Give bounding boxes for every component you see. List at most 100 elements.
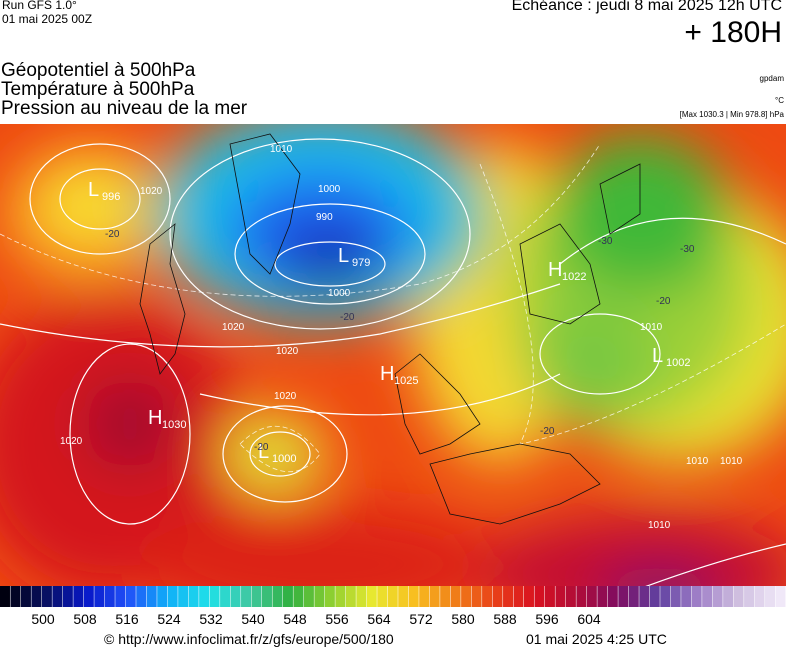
colorbar-swatch <box>314 586 325 607</box>
colorbar-swatch <box>565 586 576 607</box>
field: Géopotentiel à 500hPa <box>1 60 196 81</box>
colorbar-swatch <box>660 586 671 607</box>
colorbar-swatch <box>199 586 210 607</box>
colorbar-label: 524 <box>157 611 181 627</box>
colorbar-swatch <box>10 586 21 607</box>
colorbar-swatch <box>649 586 660 607</box>
colorbar-label: 580 <box>451 611 475 627</box>
colorbar-swatch <box>712 586 723 607</box>
colorbar-swatch <box>188 586 199 607</box>
contour-label: -30 <box>680 244 695 255</box>
contour-label: 1020 <box>140 186 163 197</box>
colorbar-swatch <box>775 586 786 607</box>
contour-label: 1020 <box>274 391 297 402</box>
colorbar-swatch <box>586 586 597 607</box>
contour-label: -20 <box>540 426 555 437</box>
colorbar-label: 532 <box>199 611 223 627</box>
center-kind: L <box>88 179 99 201</box>
colorbar-swatch <box>356 586 367 607</box>
unit: °C <box>775 96 784 105</box>
colorbar-swatch <box>482 586 493 607</box>
colorbar-swatch <box>251 586 262 607</box>
colorbar-swatch <box>230 586 241 607</box>
colorbar-swatch <box>52 586 63 607</box>
colorbar-swatch <box>419 586 430 607</box>
contour-label: 1010 <box>720 456 743 467</box>
center-kind: L <box>258 441 269 463</box>
run-date: 01 mai 2025 00Z <box>2 12 93 26</box>
colorbar-label: 516 <box>115 611 139 627</box>
colorbar-swatch <box>450 586 461 607</box>
colorbar-swatch <box>73 586 84 607</box>
colorbar-label: 596 <box>535 611 559 627</box>
center-kind: H <box>380 363 394 385</box>
colorbar-swatch <box>628 586 639 607</box>
center-kind: H <box>148 407 162 429</box>
field: Température à 500hPa <box>1 79 195 100</box>
colorbar-swatch <box>282 586 293 607</box>
colorbar-label: 604 <box>577 611 601 627</box>
colorbar-swatch <box>744 586 755 607</box>
contour-label: 1010 <box>640 322 663 333</box>
center-kind: L <box>338 245 349 267</box>
run: Run GFS 1.0° <box>2 0 77 12</box>
colorbar-swatch <box>429 586 440 607</box>
colorbar-swatch <box>324 586 335 607</box>
colorbar-swatch <box>607 586 618 607</box>
contour-label: -20 <box>105 229 120 240</box>
colorbar-label: 508 <box>73 611 97 627</box>
lead-time: + 180H <box>684 16 782 49</box>
colorbar-swatch <box>618 586 629 607</box>
colorbar-swatch <box>440 586 451 607</box>
center-kind: H <box>548 259 562 281</box>
colorbar-swatch <box>503 586 514 607</box>
colorbar-swatch <box>293 586 304 607</box>
center-value: 1022 <box>562 271 586 283</box>
colorbar-swatch <box>681 586 692 607</box>
colorbar: 500 508 516 524 532 540 548 556 564 572 580 588 596 6… <box>0 586 786 627</box>
colorbar-swatch <box>471 586 482 607</box>
colorbar-label: 588 <box>493 611 517 627</box>
colorbar-swatch <box>576 586 587 607</box>
colorbar-swatch <box>157 586 168 607</box>
contour-label: -20 <box>254 442 269 453</box>
colorbar-swatch <box>272 586 283 607</box>
unit: [Max 1030.3 | Min 978.8] hPa <box>679 110 784 119</box>
isobars <box>0 138 786 586</box>
colorbar-swatch <box>524 586 534 607</box>
colorbar-swatch <box>377 586 388 607</box>
colorbar-swatch <box>398 586 409 607</box>
colorbar-label: 564 <box>367 611 391 627</box>
colorbar-swatch <box>62 586 73 607</box>
unit: gpdam <box>759 74 784 83</box>
colorbar-swatch <box>335 586 346 607</box>
colorbar-swatch <box>387 586 398 607</box>
contour-label: 1020 <box>276 346 299 357</box>
colorbar-swatch <box>534 586 545 607</box>
center-value: 1025 <box>394 375 418 387</box>
contour-label: 1020 <box>222 322 245 333</box>
valid-time: Echéance : jeudi 8 mai 2025 12h UTC <box>511 0 782 14</box>
colorbar-swatch <box>702 586 713 607</box>
colorbar-swatch <box>220 586 231 607</box>
colorbar-swatch <box>20 586 31 607</box>
colorbar-swatch <box>31 586 42 607</box>
contour-label: 1010 <box>648 520 671 531</box>
colorbar-swatch <box>83 586 94 607</box>
colorbar-label: 572 <box>409 611 433 627</box>
colorbar-swatch <box>492 586 503 607</box>
colorbar-swatch <box>639 586 650 607</box>
center-value: 1002 <box>666 357 690 369</box>
colorbar-label: 500 <box>31 611 55 627</box>
field: Pression au niveau de la mer <box>1 98 248 119</box>
colorbar-swatch <box>303 586 314 607</box>
contour-label: 1000 <box>328 288 351 299</box>
colorbar-swatch <box>241 586 252 607</box>
colorbar-swatch <box>104 586 115 607</box>
colorbar-swatch <box>0 586 10 607</box>
center-kind: L <box>652 345 663 367</box>
colorbar-swatch <box>408 586 419 607</box>
source: © http://www.infoclimat.fr/z/gfs/europe/… <box>104 631 394 647</box>
